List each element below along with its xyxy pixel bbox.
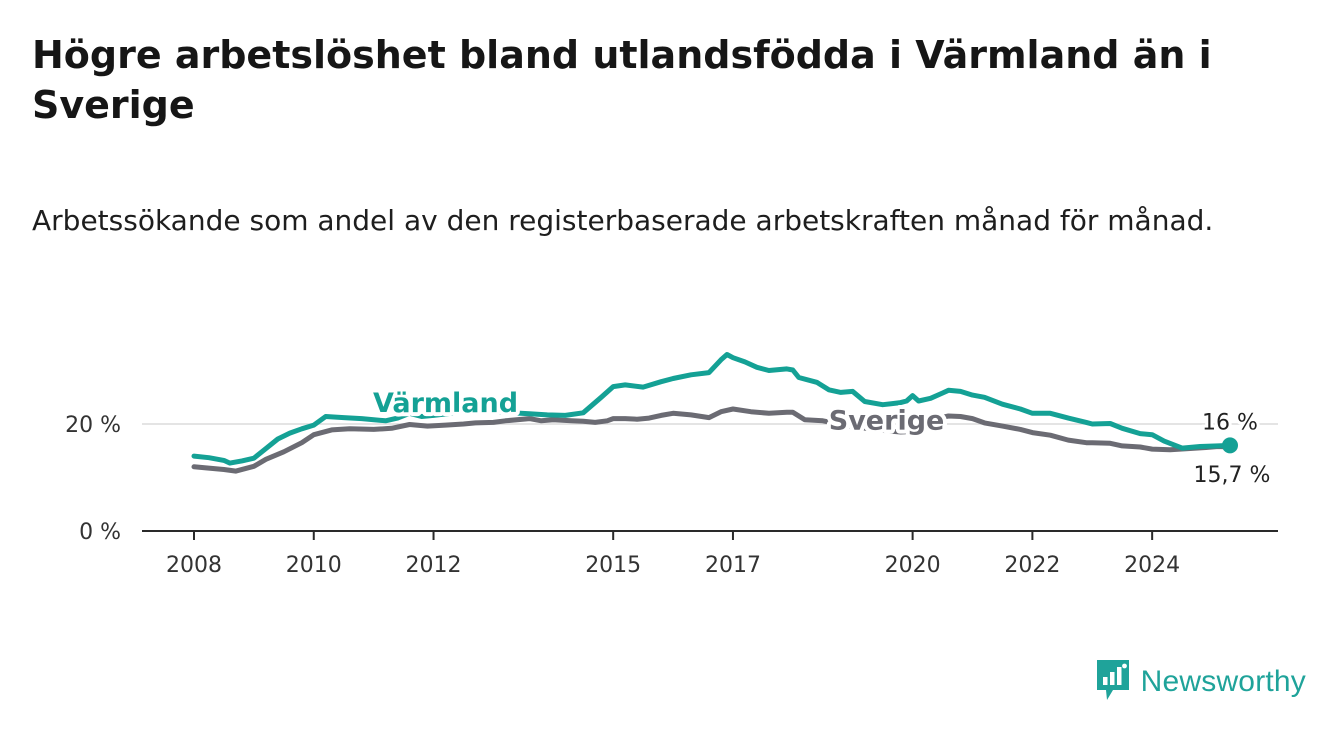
- x-tick-label: 2012: [406, 553, 462, 578]
- newsworthy-logo-icon: [1095, 658, 1131, 706]
- series-line-sverige: [191, 406, 1233, 474]
- series-label-varmland: Värmland: [373, 388, 518, 419]
- chart-title: Högre arbetslöshet bland utlandsfödda i …: [32, 33, 1212, 127]
- end-point-marker: [1222, 437, 1238, 454]
- series-layer: [191, 352, 1233, 474]
- brand-logo[interactable]: Newsworthy: [1095, 660, 1306, 704]
- axis-layer: 0 % 20 % 2008 2010 2012 2015 2017 2020 2022 2024: [65, 413, 1278, 578]
- series-label-sverige: Sverige: [829, 405, 945, 436]
- x-tick-label: 2017: [705, 553, 761, 578]
- label-layer: Värmland Sverige 16 % 15,7 %: [369, 384, 1273, 491]
- line-chart: 0 %20 %2008 2010 2012 2015 2017 2020 2022 2024 …: [65, 352, 1278, 578]
- x-tick-label: 2022: [1004, 553, 1060, 578]
- x-tick-label: 2024: [1124, 553, 1180, 578]
- series-line-varmland: [191, 352, 1233, 466]
- x-tick-label: 2015: [585, 553, 641, 578]
- x-tick-label: 2008: [166, 553, 222, 578]
- x-tick-label: 2020: [885, 553, 941, 578]
- y-tick-label: 20 %: [65, 413, 121, 438]
- chart-subtitle: Arbetssökande som andel av den registerb…: [32, 204, 1214, 237]
- y-tick-label: 0 %: [79, 520, 121, 545]
- end-value-label-sverige: 15,7 %: [1194, 463, 1271, 488]
- brand-name: Newsworthy: [1140, 665, 1306, 698]
- x-tick-label: 2010: [286, 553, 342, 578]
- end-value-label-varmland: 16 %: [1202, 410, 1258, 435]
